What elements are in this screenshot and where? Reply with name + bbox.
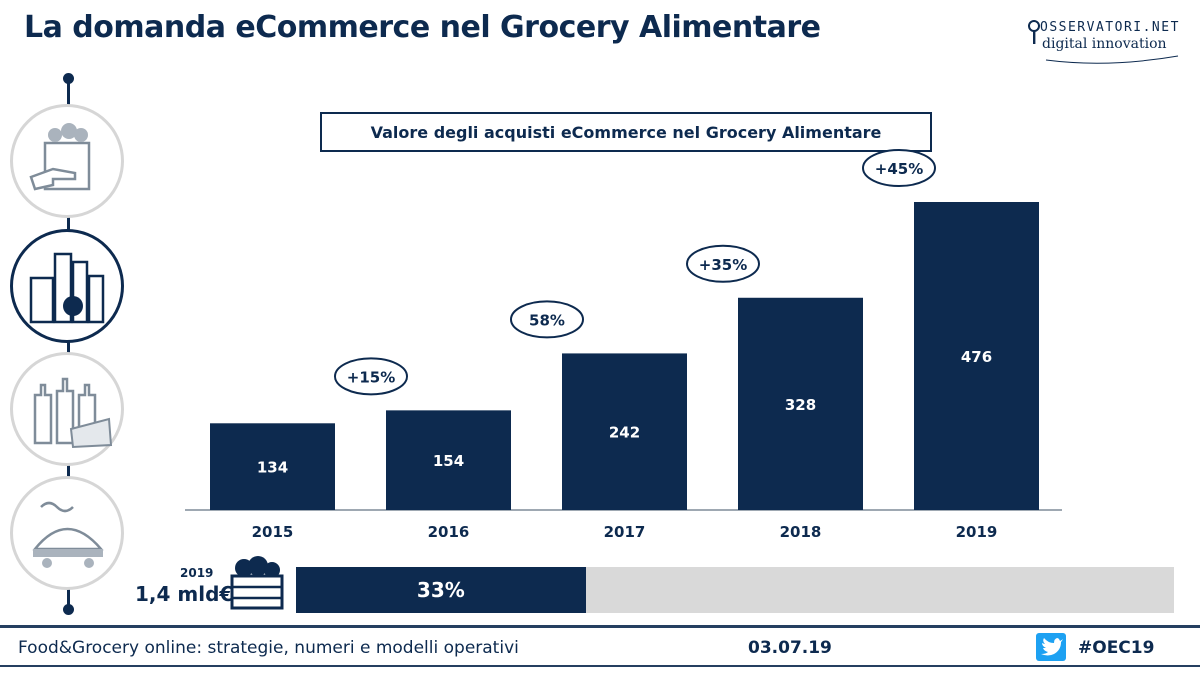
- osservatori-logo: OSSERVATORI.NET digital innovation: [1028, 20, 1188, 70]
- x-tick-label: 2018: [780, 523, 822, 541]
- share-year: 2019: [180, 566, 214, 580]
- footer-divider-top: [0, 625, 1200, 628]
- bar-chart: 134 2015 154 2016 +15% 242 2017 58% 328 2018 +35% 4…: [185, 149, 1062, 541]
- category-grocery-alimentare[interactable]: [10, 229, 124, 343]
- category-food-delivery[interactable]: [10, 476, 124, 590]
- x-tick-label: 2016: [428, 523, 470, 541]
- growth-label: +35%: [699, 256, 747, 274]
- footer-hashtag: #OEC19: [1078, 638, 1155, 658]
- footer-date: 03.07.19: [748, 638, 832, 658]
- x-tick-label: 2015: [252, 523, 294, 541]
- twitter-icon[interactable]: [1036, 633, 1066, 661]
- chart-title: Valore degli acquisti eCommerce nel Groc…: [320, 112, 932, 152]
- growth-badge: [510, 300, 584, 339]
- growth-label: 58%: [529, 311, 565, 329]
- bar-value-label: 134: [257, 459, 288, 477]
- timeline-line: [67, 78, 70, 613]
- vegetable-crate-icon: [230, 556, 284, 610]
- category-grocery-bag[interactable]: [10, 104, 124, 218]
- x-tick-label: 2019: [956, 523, 998, 541]
- category-wine-cheese[interactable]: [10, 352, 124, 466]
- grocery-alimentare-icon: [29, 252, 105, 324]
- grocery-bag-icon: [29, 123, 91, 191]
- footer-divider-bottom: [0, 665, 1200, 667]
- growth-label: +15%: [347, 368, 395, 386]
- bar-2018: [738, 297, 863, 510]
- growth-label: +45%: [875, 160, 923, 178]
- share-bar-fill: 33%: [296, 567, 586, 613]
- growth-badge: [334, 357, 408, 396]
- logo-key-icon: [1028, 20, 1040, 44]
- share-percent: 33%: [416, 578, 465, 602]
- food-delivery-icon: [32, 501, 104, 568]
- bar-2019: [914, 202, 1039, 510]
- bar-2017: [562, 353, 687, 510]
- share-total: 1,4 mld€: [135, 582, 234, 606]
- growth-badge: [686, 244, 760, 283]
- bar-2015: [210, 423, 335, 510]
- share-bar-track: 33%: [296, 567, 1174, 613]
- page-title: La domanda eCommerce nel Grocery Aliment…: [24, 10, 821, 45]
- logo-swoosh: [1045, 55, 1179, 64]
- timeline-dot-bottom: [63, 604, 74, 615]
- bar-value-label: 328: [785, 396, 816, 414]
- bar-value-label: 476: [961, 348, 992, 366]
- bar-value-label: 242: [609, 424, 640, 442]
- bar-2016: [386, 410, 511, 510]
- logo-line-2: digital innovation: [1042, 36, 1167, 52]
- footer-text: Food&Grocery online: strategie, numeri e…: [18, 638, 519, 658]
- wine-cheese-icon: [33, 377, 113, 449]
- timeline-dot-top: [63, 73, 74, 84]
- growth-badge: [862, 149, 936, 187]
- x-tick-label: 2017: [604, 523, 646, 541]
- bar-value-label: 154: [433, 452, 464, 470]
- logo-line-1: OSSERVATORI.NET: [1040, 20, 1180, 35]
